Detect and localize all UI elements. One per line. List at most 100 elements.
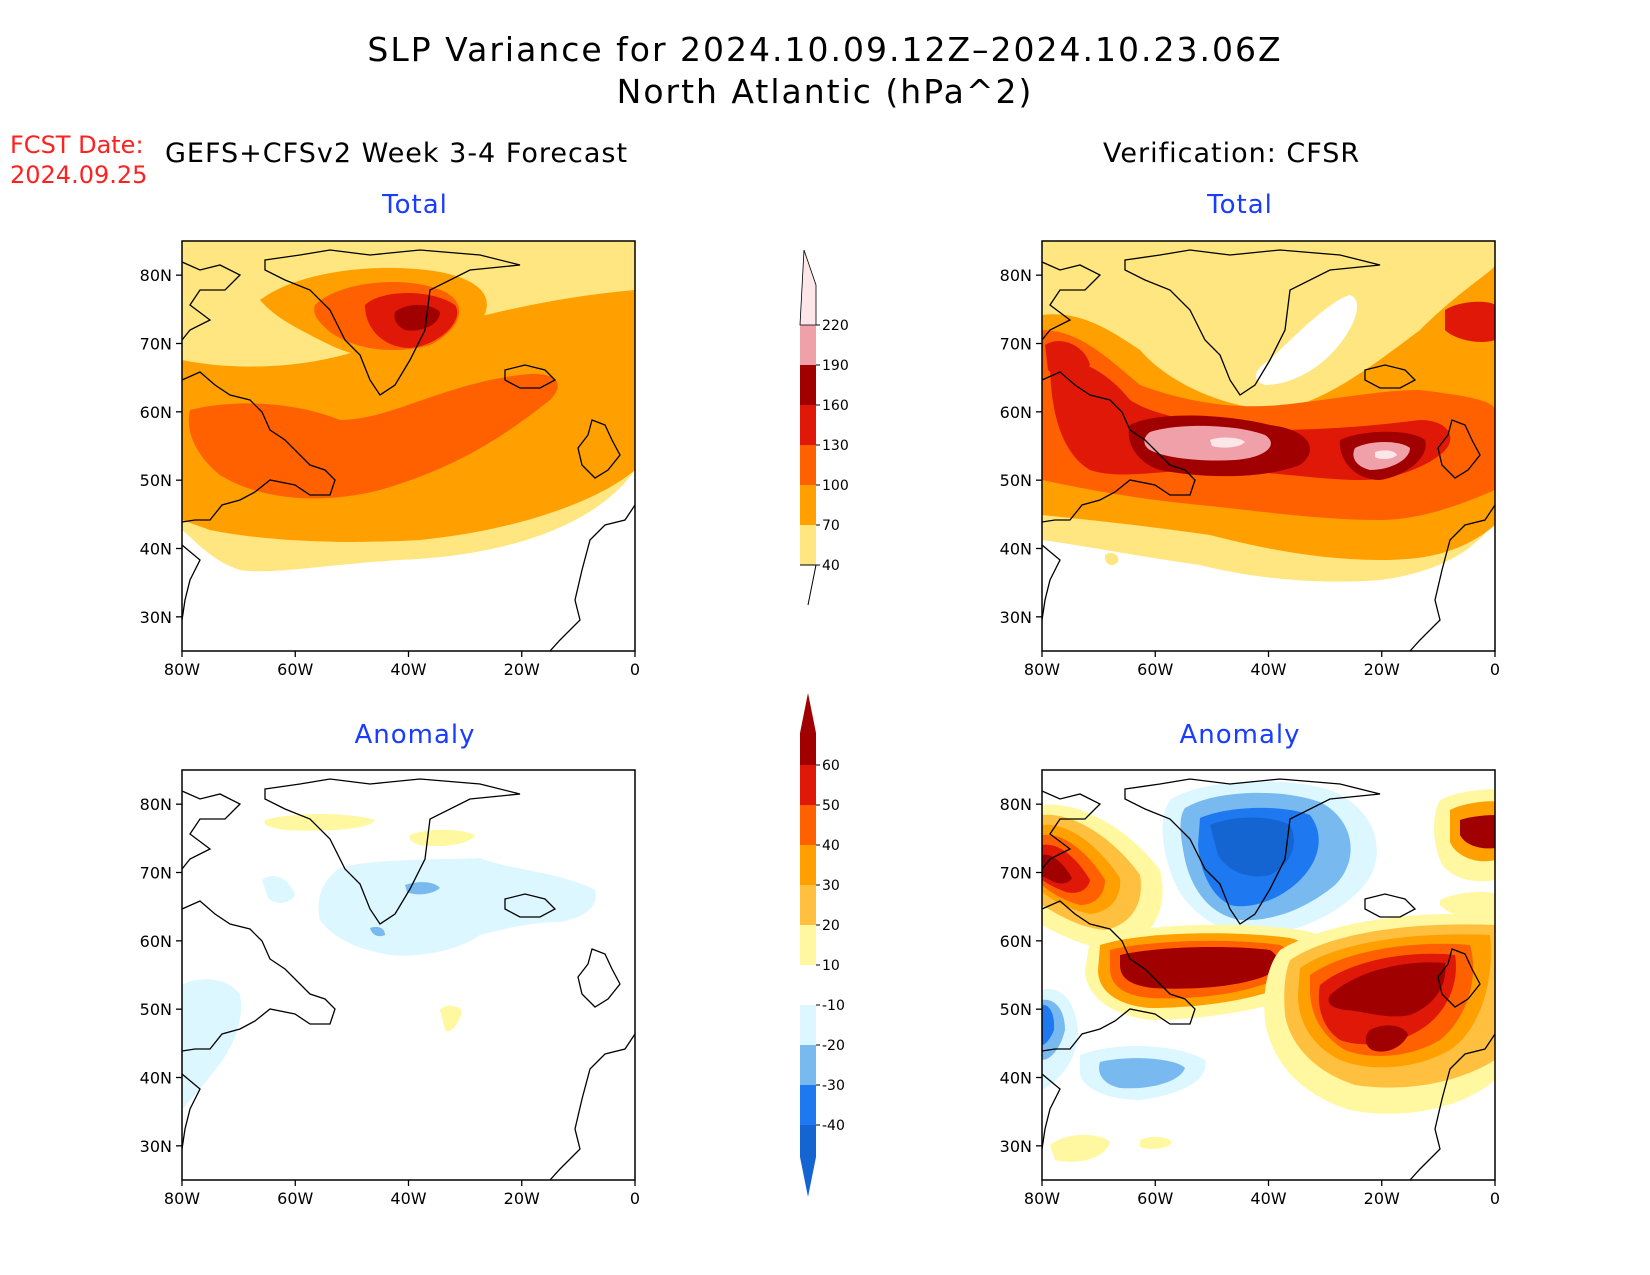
forecast-heading: GEFS+CFSv2 Week 3-4 Forecast bbox=[165, 138, 629, 169]
colorbar-segment bbox=[800, 845, 816, 885]
panel-top-left-map: 80N 70N 60N 50N 40N 30N 80W 60W 40W 20W 0 bbox=[140, 240, 640, 679]
lon-tick-label: 40W bbox=[390, 1189, 426, 1208]
colorbar-label: 70 bbox=[822, 518, 840, 534]
colorbar-label: 190 bbox=[822, 358, 849, 374]
lat-tick-label: 70N bbox=[1000, 335, 1032, 354]
lon-tick-label: 0 bbox=[1490, 660, 1500, 679]
lat-tick-label: 50N bbox=[1000, 1000, 1032, 1019]
lat-tick-label: 70N bbox=[1000, 864, 1032, 883]
colorbar-label: 40 bbox=[822, 838, 840, 854]
lat-tick-label: 60N bbox=[1000, 403, 1032, 422]
lon-tick-label: 20W bbox=[504, 660, 540, 679]
lon-tick-label: 0 bbox=[1490, 1189, 1500, 1208]
lon-tick-label: 20W bbox=[1364, 1189, 1400, 1208]
colorbar-label: 20 bbox=[822, 918, 840, 934]
colorbar-segment bbox=[800, 805, 816, 845]
colorbar-segment bbox=[800, 405, 816, 445]
lon-tick-label: 20W bbox=[1364, 660, 1400, 679]
colorbar-segment bbox=[800, 885, 816, 925]
lon-tick-label: 0 bbox=[630, 1189, 640, 1208]
colorbar-segment bbox=[800, 965, 816, 1005]
colorbar-label: -20 bbox=[822, 1038, 845, 1054]
colorbar-segment bbox=[800, 1085, 816, 1125]
colorbar-segment bbox=[800, 693, 816, 765]
colorbar-segment bbox=[800, 525, 816, 565]
tick-layer: 80N 70N 60N 50N 40N 30N 80W 60W 40W 20W 0 bbox=[140, 795, 640, 1208]
colorbar-label: 160 bbox=[822, 398, 849, 414]
lat-tick-label: 60N bbox=[140, 403, 172, 422]
lat-tick-label: 80N bbox=[140, 795, 172, 814]
lat-tick-label: 50N bbox=[140, 1000, 172, 1019]
lon-tick-label: 80W bbox=[164, 660, 200, 679]
coastline bbox=[1042, 778, 1495, 1180]
fcst-date-value: 2024.09.25 bbox=[10, 161, 148, 189]
panel-title-bottom-left: Anomaly bbox=[354, 720, 476, 750]
lat-tick-label: 40N bbox=[140, 540, 172, 559]
colorbar-label: 40 bbox=[822, 558, 840, 574]
colorbar-segment bbox=[800, 325, 816, 365]
tick-layer: 80N 70N 60N 50N 40N 30N 80W 60W 40W 20W 0 bbox=[1000, 266, 1500, 679]
lat-tick-label: 40N bbox=[140, 1069, 172, 1088]
lat-tick-label: 80N bbox=[1000, 266, 1032, 285]
colorbar-label: 50 bbox=[822, 798, 840, 814]
tick-layer: 80N 70N 60N 50N 40N 30N 80W 60W 40W 20W 0 bbox=[140, 266, 640, 679]
panel-bottom-left-map: 80N 70N 60N 50N 40N 30N 80W 60W 40W 20W 0 bbox=[140, 769, 640, 1208]
lon-tick-label: 40W bbox=[390, 660, 426, 679]
lat-tick-label: 60N bbox=[1000, 932, 1032, 951]
lon-tick-label: 60W bbox=[277, 660, 313, 679]
coastline bbox=[1042, 249, 1495, 651]
verification-total-field bbox=[1042, 241, 1495, 651]
colorbar-label: -10 bbox=[822, 998, 845, 1014]
panel-title-bottom-right: Anomaly bbox=[1179, 720, 1301, 750]
lat-tick-label: 70N bbox=[140, 335, 172, 354]
colorbar-segment bbox=[800, 485, 816, 525]
panel-bottom-right-map: 80N 70N 60N 50N 40N 30N 80W 60W 40W 20W 0 bbox=[1000, 769, 1500, 1208]
lat-tick-label: 80N bbox=[1000, 795, 1032, 814]
colorbar-segment bbox=[800, 1045, 816, 1085]
panel-top-right-map: 80N 70N 60N 50N 40N 30N 80W 60W 40W 20W 0 bbox=[1000, 240, 1500, 679]
colorbar-segment bbox=[799, 249, 817, 326]
lon-tick-label: 20W bbox=[504, 1189, 540, 1208]
colorbar-label: 10 bbox=[822, 958, 840, 974]
lon-tick-label: 60W bbox=[277, 1189, 313, 1208]
panel-title-top-left: Total bbox=[382, 190, 448, 220]
colorbar-bottom-extension bbox=[800, 564, 817, 606]
colorbar-segment bbox=[800, 445, 816, 485]
verification-heading: Verification: CFSR bbox=[1103, 138, 1361, 169]
colorbar-total: 40 70 100 130 160 190 220 bbox=[799, 249, 849, 606]
panel-title-top-right: Total bbox=[1207, 190, 1273, 220]
colorbar-label: 130 bbox=[822, 438, 849, 454]
colorbar-segment bbox=[800, 1005, 816, 1045]
colorbar-segment bbox=[800, 1125, 816, 1197]
lat-tick-label: 40N bbox=[1000, 540, 1032, 559]
lat-tick-label: 50N bbox=[140, 471, 172, 490]
chart-subtitle: North Atlantic (hPa^2) bbox=[616, 72, 1034, 111]
colorbar-label: 220 bbox=[822, 318, 849, 334]
forecast-anomaly-field bbox=[182, 770, 635, 1180]
verification-anomaly-field bbox=[1042, 770, 1495, 1180]
lat-tick-label: 50N bbox=[1000, 471, 1032, 490]
coastline bbox=[182, 778, 635, 1180]
lat-tick-label: 40N bbox=[1000, 1069, 1032, 1088]
lon-tick-label: 60W bbox=[1137, 660, 1173, 679]
colorbar-anomaly: -40 -30 -20 -10 10 20 30 40 50 60 bbox=[800, 693, 845, 1197]
lon-tick-label: 80W bbox=[1024, 660, 1060, 679]
tick-layer: 80N 70N 60N 50N 40N 30N 80W 60W 40W 20W 0 bbox=[1000, 795, 1500, 1208]
lon-tick-label: 80W bbox=[1024, 1189, 1060, 1208]
colorbar-label: -40 bbox=[822, 1118, 845, 1134]
lat-tick-label: 70N bbox=[140, 864, 172, 883]
lon-tick-label: 0 bbox=[630, 660, 640, 679]
colorbar-segment bbox=[800, 765, 816, 805]
lat-tick-label: 60N bbox=[140, 932, 172, 951]
lon-tick-label: 40W bbox=[1250, 1189, 1286, 1208]
lon-tick-label: 40W bbox=[1250, 660, 1286, 679]
colorbar-label: 100 bbox=[822, 478, 849, 494]
colorbar-label: -30 bbox=[822, 1078, 845, 1094]
colorbar-segment bbox=[800, 365, 816, 405]
lon-tick-label: 60W bbox=[1137, 1189, 1173, 1208]
coastline bbox=[182, 249, 635, 651]
lat-tick-label: 30N bbox=[140, 1137, 172, 1156]
fcst-date-label: FCST Date: bbox=[10, 131, 144, 159]
lat-tick-label: 30N bbox=[1000, 1137, 1032, 1156]
